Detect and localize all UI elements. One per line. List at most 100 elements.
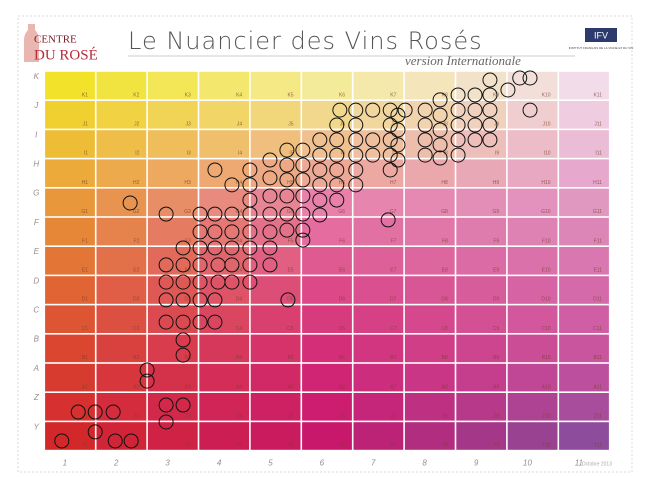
row-label: D <box>33 276 39 285</box>
sample-marker <box>242 257 258 273</box>
color-cell <box>559 247 609 275</box>
sample-marker <box>207 224 223 240</box>
cell-label: I4 <box>238 151 242 157</box>
color-cell <box>96 247 147 275</box>
color-cell <box>147 101 198 129</box>
color-cell <box>559 217 609 246</box>
cell-label: E1 <box>82 267 88 273</box>
color-cell <box>559 363 609 392</box>
color-cell <box>559 188 609 217</box>
cell-label: B5 <box>287 355 293 361</box>
sample-marker <box>329 192 345 208</box>
color-cell <box>456 188 507 217</box>
row-label: G <box>33 189 39 198</box>
color-cell <box>45 422 95 450</box>
color-cell <box>45 363 95 392</box>
color-cell <box>507 334 558 363</box>
cell-label: A4 <box>236 384 242 390</box>
sample-marker <box>192 274 208 290</box>
color-cell <box>147 159 198 187</box>
cell-label: A2 <box>133 384 139 390</box>
color-cell <box>404 188 455 217</box>
sample-marker <box>279 172 295 188</box>
row-label: F <box>34 218 40 227</box>
column-label: 2 <box>113 459 119 468</box>
sample-marker <box>390 152 406 168</box>
color-cell <box>199 363 250 392</box>
sample-marker <box>417 132 433 148</box>
color-cell <box>507 217 558 246</box>
color-cell <box>456 334 507 363</box>
cell-label: K7 <box>390 92 396 98</box>
cell-label: I9 <box>495 151 499 157</box>
sample-marker <box>242 224 258 240</box>
cell-label: G3 <box>184 209 191 215</box>
sample-marker <box>262 257 278 273</box>
cell-label: K6 <box>339 92 345 98</box>
color-cell <box>96 276 147 304</box>
cell-label: H7 <box>390 180 397 186</box>
cell-label: G9 <box>493 209 500 215</box>
cell-label: B3 <box>185 355 191 361</box>
color-cell <box>507 101 558 129</box>
sample-marker <box>482 132 498 148</box>
cell-label: G8 <box>441 209 448 215</box>
color-cell <box>302 393 352 421</box>
sample-marker <box>158 397 174 413</box>
color-cell <box>507 305 558 333</box>
sample-marker <box>207 240 223 256</box>
color-cell <box>199 305 250 333</box>
color-cell <box>250 393 301 421</box>
cell-label: E8 <box>442 267 448 273</box>
cell-label: K3 <box>185 92 191 98</box>
color-cell <box>96 217 147 246</box>
cell-label: Y6 <box>339 443 345 449</box>
sample-marker <box>365 147 381 163</box>
bottle-icon <box>24 24 39 62</box>
sample-marker <box>175 332 191 348</box>
sample-marker <box>332 102 348 118</box>
color-cell <box>456 276 507 304</box>
color-cell <box>507 188 558 217</box>
sample-marker <box>242 206 258 222</box>
cell-label: C10 <box>541 326 550 332</box>
color-cell <box>96 71 147 100</box>
sample-marker <box>139 362 155 378</box>
sample-marker <box>192 314 208 330</box>
cell-label: Y5 <box>287 443 293 449</box>
cell-label: Z2 <box>134 413 140 419</box>
sample-marker <box>382 147 398 163</box>
sample-marker <box>390 137 406 153</box>
color-cell <box>559 71 609 100</box>
logo-top: CENTRE <box>34 34 77 46</box>
cell-label: C8 <box>441 326 448 332</box>
cell-label: Z5 <box>288 413 294 419</box>
sample-marker <box>279 142 295 158</box>
cell-label: Y1 <box>82 443 88 449</box>
partner-logo-text: IFV <box>594 30 608 40</box>
sample-marker <box>382 117 398 133</box>
sample-marker <box>295 172 311 188</box>
sample-marker <box>348 162 364 178</box>
color-cell <box>45 130 95 158</box>
color-cell <box>404 393 455 421</box>
row-label: Y <box>34 422 40 431</box>
color-cell <box>507 71 558 100</box>
sample-marker <box>262 152 278 168</box>
sample-marker <box>175 257 191 273</box>
sample-marker <box>158 414 174 430</box>
sample-marker <box>467 132 483 148</box>
color-cell <box>45 393 95 421</box>
cell-label: D9 <box>493 297 500 303</box>
cell-label: C1 <box>82 326 89 332</box>
color-cell <box>302 422 352 450</box>
sample-marker <box>192 240 208 256</box>
sample-marker <box>242 240 258 256</box>
color-cell <box>96 159 147 187</box>
sample-marker <box>450 147 466 163</box>
subtitle: version Internationale <box>405 53 521 68</box>
cell-label: B8 <box>442 355 448 361</box>
column-label: 3 <box>165 459 170 468</box>
color-cell <box>353 363 404 392</box>
